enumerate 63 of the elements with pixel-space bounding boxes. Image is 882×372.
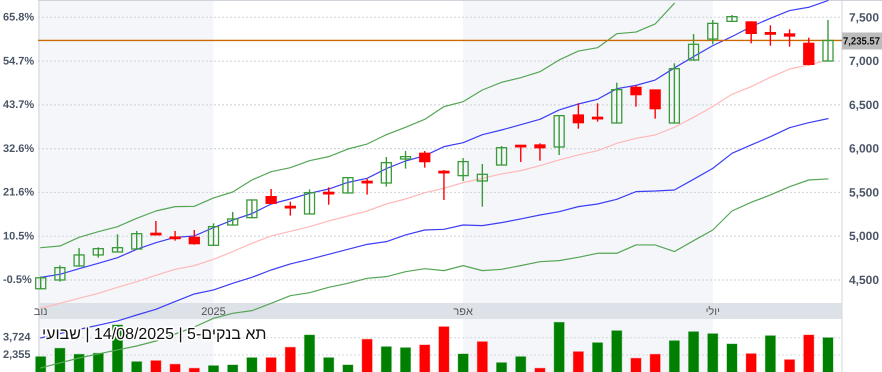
candlestick bbox=[131, 230, 142, 250]
candlestick bbox=[361, 178, 373, 196]
y-tick-label: 5,000 bbox=[849, 229, 880, 244]
x-tick-label: יולי bbox=[706, 306, 720, 318]
candlestick bbox=[572, 102, 584, 130]
candlestick bbox=[707, 19, 718, 45]
y2-tick-label: 32.6% bbox=[3, 142, 34, 155]
candlestick bbox=[554, 114, 565, 156]
y-tick-label: 7,500 bbox=[849, 10, 880, 24]
y2-tick-label: 43.7% bbox=[3, 98, 34, 111]
candlestick bbox=[35, 276, 46, 290]
candlestick bbox=[668, 62, 680, 124]
candlestick bbox=[592, 102, 604, 122]
candlestick bbox=[764, 24, 776, 46]
y-tick-label: 4,500 bbox=[849, 272, 880, 287]
y-tick-label: 3,724 bbox=[3, 332, 32, 344]
ref-line-label: 7,235.57 bbox=[843, 35, 882, 48]
candlestick bbox=[476, 163, 488, 208]
candlestick bbox=[323, 186, 334, 206]
candlestick bbox=[515, 144, 526, 163]
candlestick bbox=[92, 246, 104, 258]
candlestick bbox=[419, 150, 430, 168]
y-tick-label: 6,000 bbox=[849, 142, 880, 156]
candlestick bbox=[803, 36, 814, 66]
candlestick bbox=[169, 230, 181, 242]
candlestick bbox=[784, 28, 796, 48]
candlestick bbox=[611, 82, 622, 124]
x-tick-label: 2025 bbox=[201, 306, 226, 318]
candlestick bbox=[188, 229, 200, 246]
candlestick bbox=[265, 188, 277, 205]
candlestick bbox=[630, 84, 642, 108]
x-tick-label: אפר bbox=[453, 306, 473, 318]
candlestick bbox=[457, 157, 469, 182]
y2-tick-label: 65.8% bbox=[3, 11, 34, 24]
candlestick bbox=[284, 200, 296, 216]
candlestick bbox=[342, 176, 354, 194]
candlestick bbox=[822, 19, 834, 62]
candlestick bbox=[150, 220, 162, 236]
candlestick bbox=[73, 247, 85, 268]
candlestick bbox=[534, 142, 546, 162]
candlestick bbox=[304, 188, 316, 216]
y2-tick-label: 21.6% bbox=[3, 186, 34, 199]
candlestick bbox=[54, 264, 66, 282]
y2-tick-label: -0.5% bbox=[3, 274, 32, 286]
candlestick bbox=[746, 20, 757, 44]
candlestick bbox=[688, 33, 700, 62]
candlestick bbox=[246, 198, 258, 220]
y-tick-label: 5,500 bbox=[849, 185, 880, 200]
candlestick bbox=[227, 211, 238, 226]
candlestick bbox=[438, 169, 450, 201]
y2-tick-label: 54.7% bbox=[3, 55, 34, 68]
y-tick-label: 6,500 bbox=[849, 98, 880, 112]
line-series bbox=[40, 2, 675, 248]
x-tick-label: נוב bbox=[34, 306, 48, 318]
candlestick bbox=[400, 150, 412, 170]
candlestick bbox=[380, 156, 392, 188]
candlestick bbox=[496, 145, 508, 166]
candlestick bbox=[112, 234, 124, 254]
candlestick bbox=[650, 89, 661, 120]
y-tick-label: 2,355 bbox=[3, 349, 31, 362]
y-tick-label: 7,000 bbox=[849, 54, 880, 68]
y2-tick-label: 10.5% bbox=[3, 230, 34, 243]
candlestick bbox=[208, 222, 220, 247]
